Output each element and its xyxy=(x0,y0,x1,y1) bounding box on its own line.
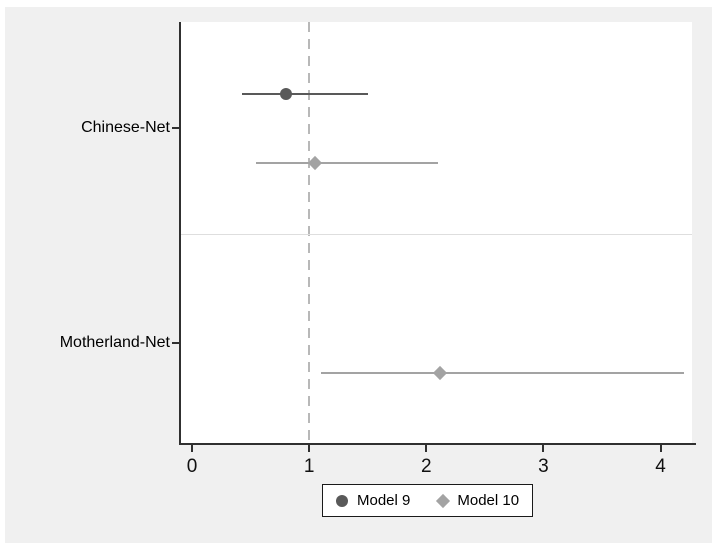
legend-label-model9: Model 9 xyxy=(357,492,411,509)
diamond-marker-model10-motherland-net xyxy=(433,366,448,381)
model9-circle-icon xyxy=(336,494,348,507)
x-tick-mark-0 xyxy=(191,445,193,452)
x-tick-label-2: 2 xyxy=(421,456,432,477)
y-axis-labels: Chinese-Net Motherland-Net xyxy=(5,22,170,443)
y-tick-mark-chinese-net xyxy=(172,127,179,130)
x-tick-mark-2 xyxy=(425,445,428,452)
legend-item-model10: Model 10 xyxy=(436,492,520,509)
x-tick-mark-1 xyxy=(308,445,311,452)
circle-marker-model9-chinese-net xyxy=(279,87,292,100)
x-tick-label-4: 4 xyxy=(655,456,666,477)
model10-diamond-icon xyxy=(436,493,451,508)
x-tick-label-1: 1 xyxy=(303,456,315,477)
x-axis-ticks: 0 1 2 3 4 xyxy=(181,445,692,487)
y-tick-layer xyxy=(172,22,179,443)
figure-panel: Chinese-Net Motherland-Net 0 1 2 3 4 Model 9… xyxy=(5,7,712,543)
category-label-motherland-net: Motherland-Net xyxy=(59,334,170,352)
category-label-chinese-net: Chinese-Net xyxy=(81,119,170,137)
category-divider-line xyxy=(181,233,692,235)
plot-area xyxy=(181,22,692,443)
ci-whisker-model10-motherland-net xyxy=(320,372,685,375)
y-axis-line xyxy=(179,22,181,445)
reference-line-x1 xyxy=(308,22,311,443)
legend-item-model9: Model 9 xyxy=(336,492,410,509)
ci-whisker-model10-chinese-net xyxy=(256,162,439,165)
legend: Model 9 Model 10 xyxy=(322,484,534,517)
x-tick-mark-4 xyxy=(659,445,662,452)
x-tick-label-3: 3 xyxy=(538,456,549,477)
x-tick-label-0: 0 xyxy=(186,456,198,477)
x-axis-line xyxy=(179,443,696,445)
y-tick-mark-motherland-net xyxy=(172,342,179,345)
ci-whisker-model9-chinese-net xyxy=(242,92,368,95)
legend-label-model10: Model 10 xyxy=(457,492,520,509)
x-tick-mark-3 xyxy=(542,445,545,452)
